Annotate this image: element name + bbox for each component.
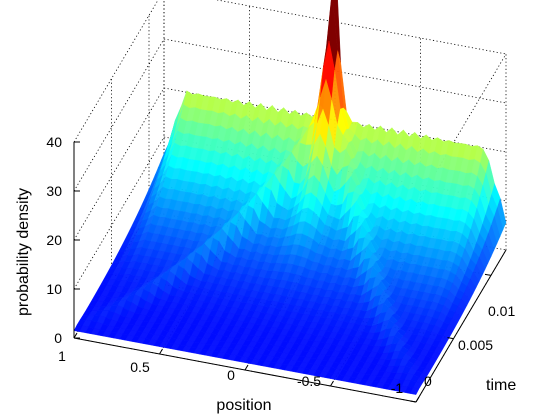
y-tick-mark	[447, 337, 454, 340]
x-tick-label: -0.5	[297, 373, 321, 389]
z-tick-label: 0	[54, 330, 62, 346]
x-tick-label: -1	[391, 380, 404, 396]
x-axis-ticks: 1 0.5 0 -0.5 -1	[58, 348, 403, 396]
axes	[73, 141, 507, 403]
probability-surface	[73, 0, 507, 395]
z-axis-ticks: 0 10 20 30 40	[46, 134, 62, 346]
y-tick-mark	[484, 273, 492, 276]
z-tick-label: 40	[46, 134, 62, 150]
grid-line	[73, 38, 165, 192]
x-tick-mark	[159, 348, 163, 355]
x-tick-label: 0	[227, 367, 235, 383]
z-tick-label: 20	[46, 232, 62, 248]
grid-line	[73, 136, 165, 290]
y-tick-mark	[409, 400, 417, 403]
y-axis-ticks: 0 0.005 0.01	[424, 303, 515, 389]
y-tick-label: 0.005	[458, 337, 493, 353]
x-tick-mark	[73, 332, 78, 339]
grid-line	[73, 87, 165, 241]
x-tick-mark	[415, 396, 420, 403]
x-tick-mark	[244, 364, 249, 371]
x-tick-label: 1	[58, 348, 66, 364]
y-axis-label: time	[486, 377, 516, 394]
x-tick-label: 0.5	[130, 359, 150, 375]
z-tick-label: 30	[46, 183, 62, 199]
y-tick-label: 0.01	[488, 303, 515, 319]
x-tick-mark	[330, 380, 334, 387]
grid-line	[73, 0, 159, 143]
z-tick-label: 10	[46, 281, 62, 297]
z-axis-label: probability density	[15, 188, 32, 316]
y-tick-label: 0	[424, 373, 432, 389]
x-axis-label: position	[216, 397, 271, 414]
surface-patch	[410, 387, 420, 395]
